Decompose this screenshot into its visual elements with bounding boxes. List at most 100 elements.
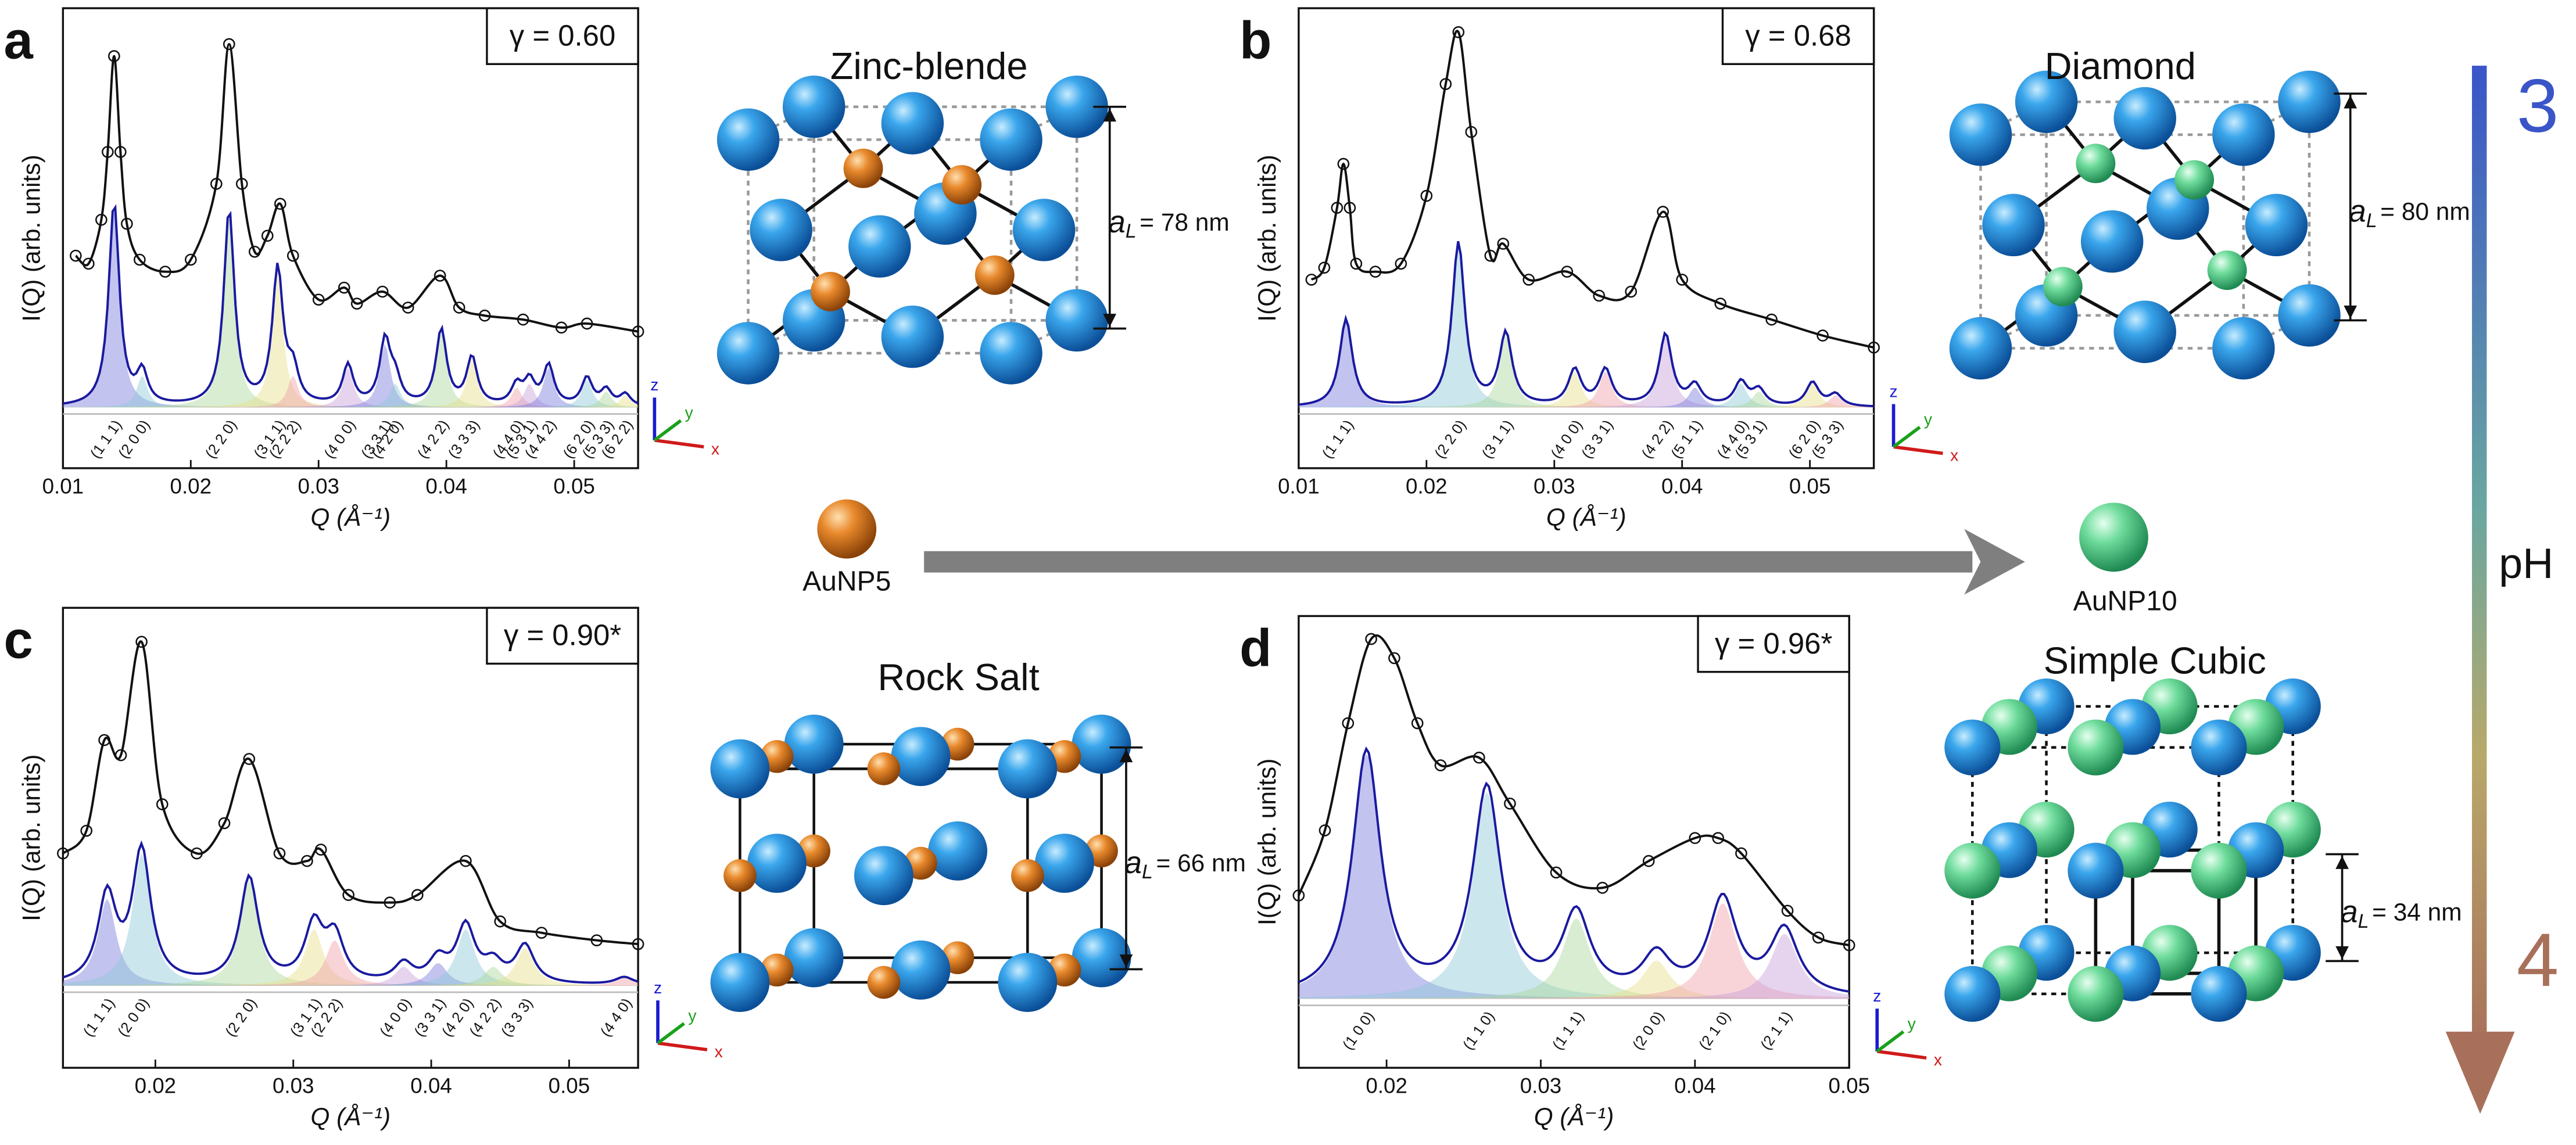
lattice-arrow	[2335, 946, 2349, 960]
data-point	[478, 309, 491, 322]
data-point	[210, 178, 223, 190]
plot-frame	[1298, 615, 1850, 1069]
atom	[1072, 928, 1131, 988]
atom	[1072, 715, 1131, 774]
data-point	[555, 321, 568, 334]
structure-title: Simple Cubic	[2044, 640, 2266, 682]
arrow-head	[1964, 529, 2025, 595]
x-tick-label: 0.05	[553, 475, 595, 498]
data-point	[1735, 847, 1747, 860]
data-point	[1843, 939, 1855, 952]
atom	[1944, 719, 2001, 776]
peak-component	[1298, 753, 1850, 999]
data-point	[1765, 313, 1778, 326]
data-point	[83, 257, 95, 270]
peak-label: (1 1 0)	[1460, 1008, 1497, 1053]
data-point	[191, 847, 203, 860]
data-point	[517, 313, 529, 326]
panel-letter: b	[1239, 11, 1271, 70]
data-point	[1812, 931, 1825, 944]
data-point	[1452, 26, 1465, 38]
lattice-label-part: L	[1142, 861, 1153, 883]
triad-axis	[1893, 445, 1943, 455]
triad-axis	[1876, 1050, 1927, 1060]
atom	[2068, 965, 2124, 1022]
triad-label: x	[1950, 446, 1958, 465]
atom	[2207, 250, 2247, 290]
peak-component	[63, 367, 639, 408]
data-point	[1817, 329, 1829, 342]
data-point	[338, 281, 350, 294]
fit-envelope	[62, 840, 639, 984]
data-point	[1473, 751, 1485, 764]
data-point	[1676, 274, 1689, 286]
data-point	[80, 824, 93, 837]
triad-axis	[657, 1041, 708, 1051]
structure-title: Diamond	[2045, 45, 2196, 87]
x-tick-label: 0.04	[1661, 475, 1703, 498]
x-tick-label: 0.04	[410, 1074, 452, 1098]
lattice-label-part: = 78 nm	[1140, 209, 1229, 236]
data-point	[1388, 652, 1400, 665]
triad-label: z	[650, 375, 658, 394]
data-point	[114, 749, 127, 762]
atom	[716, 108, 780, 171]
lattice-label-part: L	[2358, 910, 2369, 932]
peak-label: (4 0 0)	[377, 995, 414, 1039]
peak-component	[1298, 934, 1850, 999]
data-point	[1868, 341, 1880, 354]
ph-end: 4	[2517, 917, 2559, 1002]
data-point	[98, 734, 110, 746]
atom	[854, 846, 913, 906]
particle-icon	[817, 499, 877, 559]
x-tick-label: 0.03	[1520, 1074, 1562, 1098]
atom	[2212, 103, 2275, 166]
atom	[2278, 284, 2341, 347]
lattice-label: aL = 34 nm	[2341, 895, 2462, 932]
data-point	[1714, 297, 1727, 310]
ph-gradient-bar	[2471, 66, 2487, 1051]
atom	[750, 199, 812, 261]
peak-component	[1298, 903, 1850, 999]
structure-title: Rock Salt	[877, 656, 1039, 698]
peak-label: (2 0 0)	[1629, 1008, 1667, 1053]
plot-frame	[1298, 7, 1875, 469]
atom	[784, 715, 844, 774]
peak-component	[1298, 320, 1874, 408]
lattice-label: aL = 78 nm	[1108, 204, 1230, 242]
data-point	[314, 844, 327, 856]
lattice-label-part: L	[1126, 220, 1137, 242]
lattice-arrow	[2344, 95, 2358, 109]
x-axis-label: Q (Å⁻¹)	[1546, 504, 1626, 531]
lattice-label: aL = 66 nm	[1124, 845, 1246, 883]
atom	[710, 953, 770, 1012]
atom	[784, 928, 844, 988]
atom	[2076, 143, 2116, 184]
data-point	[460, 855, 472, 867]
peak-component	[63, 947, 639, 986]
data-curve	[1310, 30, 1875, 349]
triad-label: z	[654, 978, 662, 997]
x-tick-label: 0.04	[1674, 1074, 1716, 1098]
triad-axis	[653, 419, 682, 442]
annotation: γ = 0.96*	[1715, 627, 1832, 660]
crystal-structure	[710, 715, 1131, 1012]
data-point	[301, 855, 313, 867]
atom	[1045, 289, 1108, 352]
atom	[881, 305, 944, 368]
data-point	[135, 636, 148, 648]
data-point	[1781, 904, 1794, 917]
atom	[2068, 842, 2124, 899]
atom	[998, 953, 1058, 1012]
lattice-label-part: L	[2366, 210, 2377, 232]
peak-component	[63, 940, 639, 986]
peak-label: (2 1 0)	[1696, 1008, 1733, 1053]
lattice-arrow	[1103, 314, 1116, 327]
data-point	[1642, 855, 1655, 867]
x-tick-label: 0.03	[298, 475, 339, 498]
data-point	[312, 293, 325, 306]
data-point	[1657, 206, 1669, 218]
triad-label: y	[685, 403, 694, 422]
data-point	[1343, 202, 1356, 214]
